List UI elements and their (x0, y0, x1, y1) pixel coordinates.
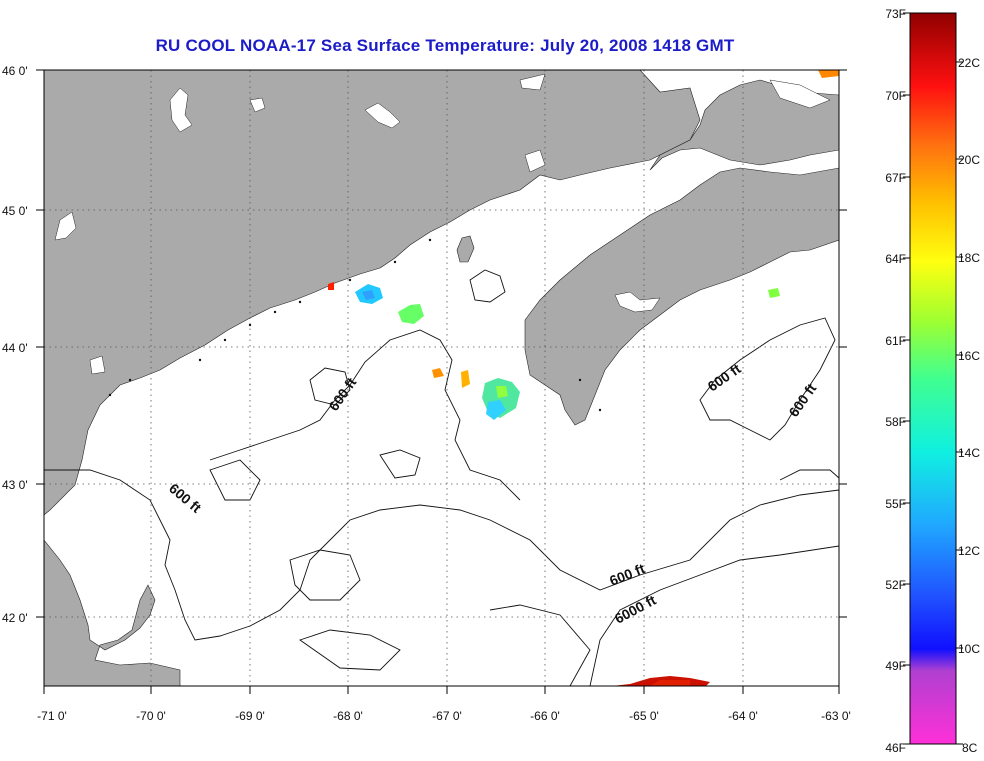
lon-label: -66 0' (530, 709, 560, 723)
colorbar-c-label: 10C (958, 642, 980, 656)
land-nova-scotia (524, 167, 839, 426)
lon-label: -64 0' (728, 709, 758, 723)
colorbar-c-label: 20C (958, 153, 980, 167)
axis-ticks (36, 69, 847, 694)
plot-frame (43, 69, 840, 687)
colorbar-f-label: 55F (885, 497, 906, 511)
colorbar-c-label: 8C (962, 741, 978, 755)
colorbar-c-label: 16C (958, 349, 980, 363)
colorbar-c-label: 18C (958, 251, 980, 265)
map-title: RU COOL NOAA-17 Sea Surface Temperature:… (155, 36, 735, 55)
colorbar-c-label: 14C (958, 446, 980, 460)
lon-label: -70 0' (136, 709, 166, 723)
gridlines (44, 70, 839, 686)
sst-data-patches (328, 70, 839, 686)
lat-tick-labels: 46 0' 45 0' 44 0' 43 0' 42 0' (2, 64, 28, 625)
lat-label: 46 0' (2, 64, 28, 78)
lon-label: -67 0' (432, 709, 462, 723)
land-cape-cod (44, 539, 181, 686)
colorbar-c-label: 12C (958, 544, 980, 558)
colorbar-f-label: 58F (885, 415, 906, 429)
bathymetry-contours (44, 269, 839, 686)
colorbar-f-label: 49F (885, 659, 906, 673)
plot-area (44, 70, 839, 686)
lon-label: -65 0' (629, 709, 659, 723)
colorbar-f-label: 73F (885, 7, 906, 21)
lat-label: 42 0' (2, 611, 28, 625)
colorbar-f-label: 70F (885, 89, 906, 103)
colorbar-f-label: 67F (885, 171, 906, 185)
lon-label: -71 0' (37, 709, 67, 723)
colorbar-f-label: 64F (885, 252, 906, 266)
colorbar-f-label: 46F (885, 741, 906, 755)
land-mainland (44, 70, 701, 516)
lon-label: -68 0' (333, 709, 363, 723)
colorbar-c-label: 22C (958, 56, 980, 70)
lat-label: 45 0' (2, 204, 28, 218)
lat-label: 43 0' (2, 478, 28, 492)
lon-tick-labels: -71 0' -70 0' -69 0' -68 0' -67 0' -66 0… (37, 709, 851, 723)
colorbar-gradient (909, 12, 957, 745)
lon-label: -69 0' (235, 709, 265, 723)
lon-label: -63 0' (821, 709, 851, 723)
lat-label: 44 0' (2, 341, 28, 355)
land-grand-manan (456, 235, 475, 263)
colorbar: 73F 70F 67F 64F 61F 58F 55F 52F 49F 46F … (885, 7, 980, 755)
colorbar-f-label: 61F (885, 334, 906, 348)
colorbar-f-label: 52F (885, 578, 906, 592)
